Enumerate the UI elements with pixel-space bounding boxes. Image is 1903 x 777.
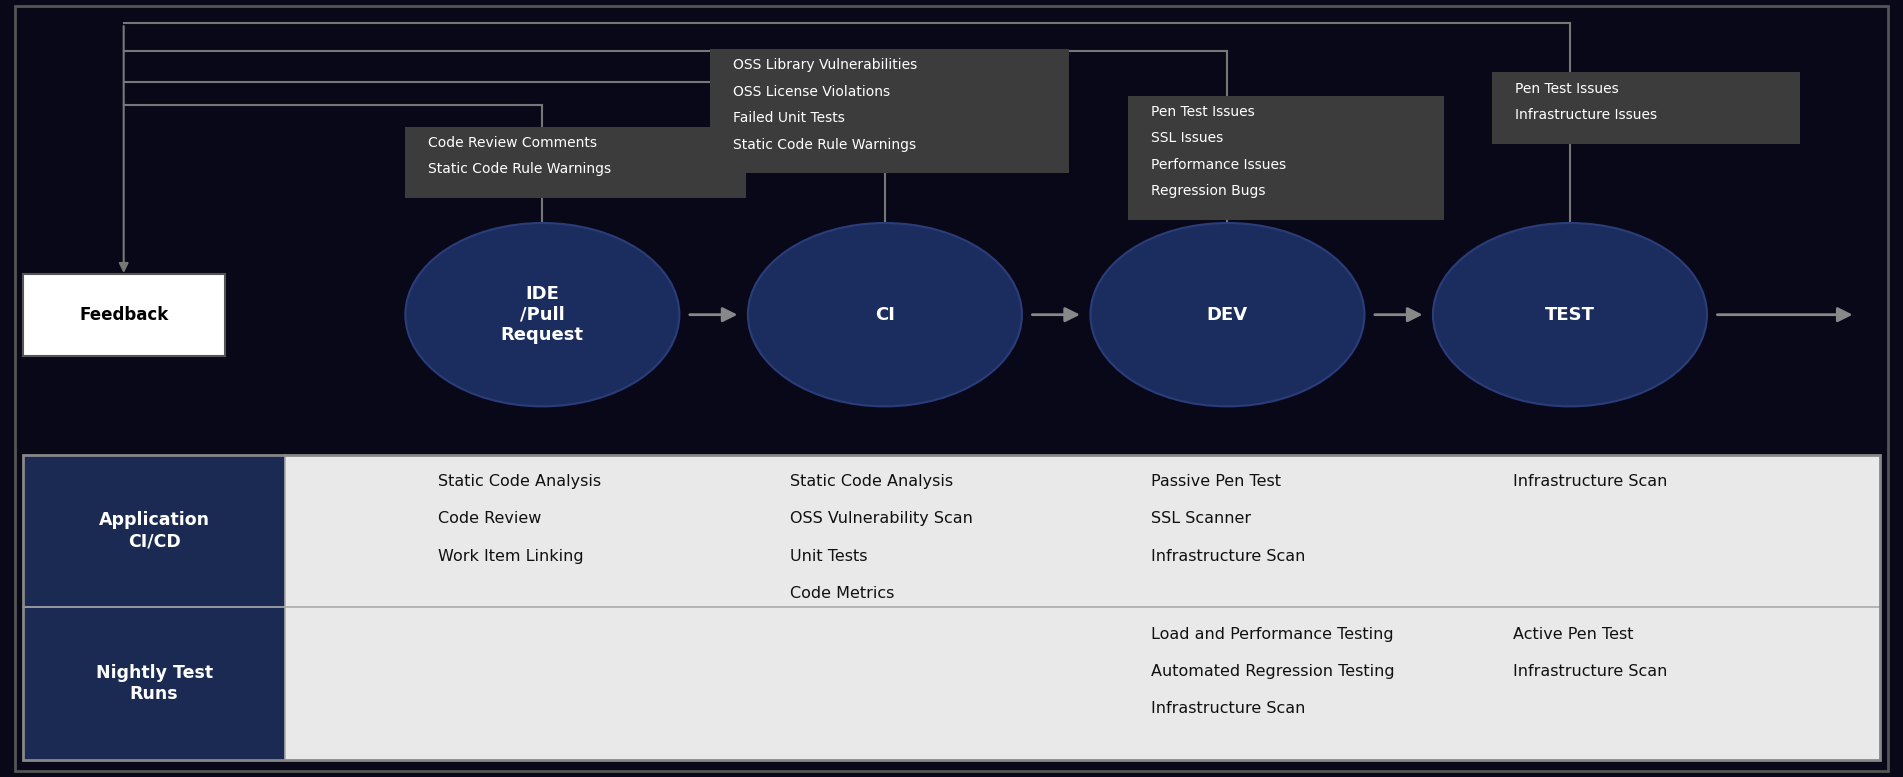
Text: Regression Bugs: Regression Bugs <box>1151 184 1265 198</box>
Text: Infrastructure Scan: Infrastructure Scan <box>1513 474 1667 489</box>
Text: Passive Pen Test: Passive Pen Test <box>1151 474 1281 489</box>
Text: Infrastructure Scan: Infrastructure Scan <box>1151 701 1305 716</box>
FancyBboxPatch shape <box>15 6 1888 771</box>
Text: Performance Issues: Performance Issues <box>1151 158 1286 172</box>
FancyBboxPatch shape <box>710 49 1069 173</box>
Text: Static Code Analysis: Static Code Analysis <box>790 474 953 489</box>
Text: SSL Scanner: SSL Scanner <box>1151 511 1252 526</box>
Text: Static Code Rule Warnings: Static Code Rule Warnings <box>733 138 915 152</box>
Text: Infrastructure Scan: Infrastructure Scan <box>1513 664 1667 679</box>
FancyBboxPatch shape <box>23 455 285 760</box>
Text: Code Review: Code Review <box>438 511 540 526</box>
Text: Application
CI/CD: Application CI/CD <box>99 511 209 550</box>
FancyBboxPatch shape <box>285 455 1880 760</box>
Text: Static Code Rule Warnings: Static Code Rule Warnings <box>428 162 611 176</box>
Text: Work Item Linking: Work Item Linking <box>438 549 584 563</box>
Text: Feedback: Feedback <box>80 305 167 324</box>
Text: OSS Vulnerability Scan: OSS Vulnerability Scan <box>790 511 972 526</box>
Text: Code Metrics: Code Metrics <box>790 586 894 601</box>
Text: Code Review Comments: Code Review Comments <box>428 136 598 150</box>
Text: Infrastructure Issues: Infrastructure Issues <box>1515 108 1658 122</box>
Bar <box>23 455 1880 760</box>
Text: Pen Test Issues: Pen Test Issues <box>1515 82 1619 96</box>
Ellipse shape <box>1090 223 1364 406</box>
Text: IDE
/Pull
Request: IDE /Pull Request <box>500 285 584 344</box>
Text: OSS Library Vulnerabilities: OSS Library Vulnerabilities <box>733 58 917 72</box>
Text: Load and Performance Testing: Load and Performance Testing <box>1151 626 1393 642</box>
Text: CI: CI <box>875 305 894 324</box>
Text: Nightly Test
Runs: Nightly Test Runs <box>95 664 213 703</box>
Ellipse shape <box>405 223 679 406</box>
Text: OSS License Violations: OSS License Violations <box>733 85 891 99</box>
Text: Pen Test Issues: Pen Test Issues <box>1151 105 1256 119</box>
FancyBboxPatch shape <box>23 274 225 356</box>
Text: SSL Issues: SSL Issues <box>1151 131 1224 145</box>
Text: Failed Unit Tests: Failed Unit Tests <box>733 111 845 125</box>
FancyBboxPatch shape <box>405 127 746 198</box>
Text: Static Code Analysis: Static Code Analysis <box>438 474 601 489</box>
Text: Automated Regression Testing: Automated Regression Testing <box>1151 664 1395 679</box>
Text: Active Pen Test: Active Pen Test <box>1513 626 1633 642</box>
Text: Unit Tests: Unit Tests <box>790 549 868 563</box>
Text: DEV: DEV <box>1207 305 1248 324</box>
Ellipse shape <box>1433 223 1707 406</box>
Ellipse shape <box>748 223 1022 406</box>
Text: Infrastructure Scan: Infrastructure Scan <box>1151 549 1305 563</box>
FancyBboxPatch shape <box>1128 96 1444 220</box>
Text: TEST: TEST <box>1545 305 1595 324</box>
FancyBboxPatch shape <box>1492 72 1800 144</box>
